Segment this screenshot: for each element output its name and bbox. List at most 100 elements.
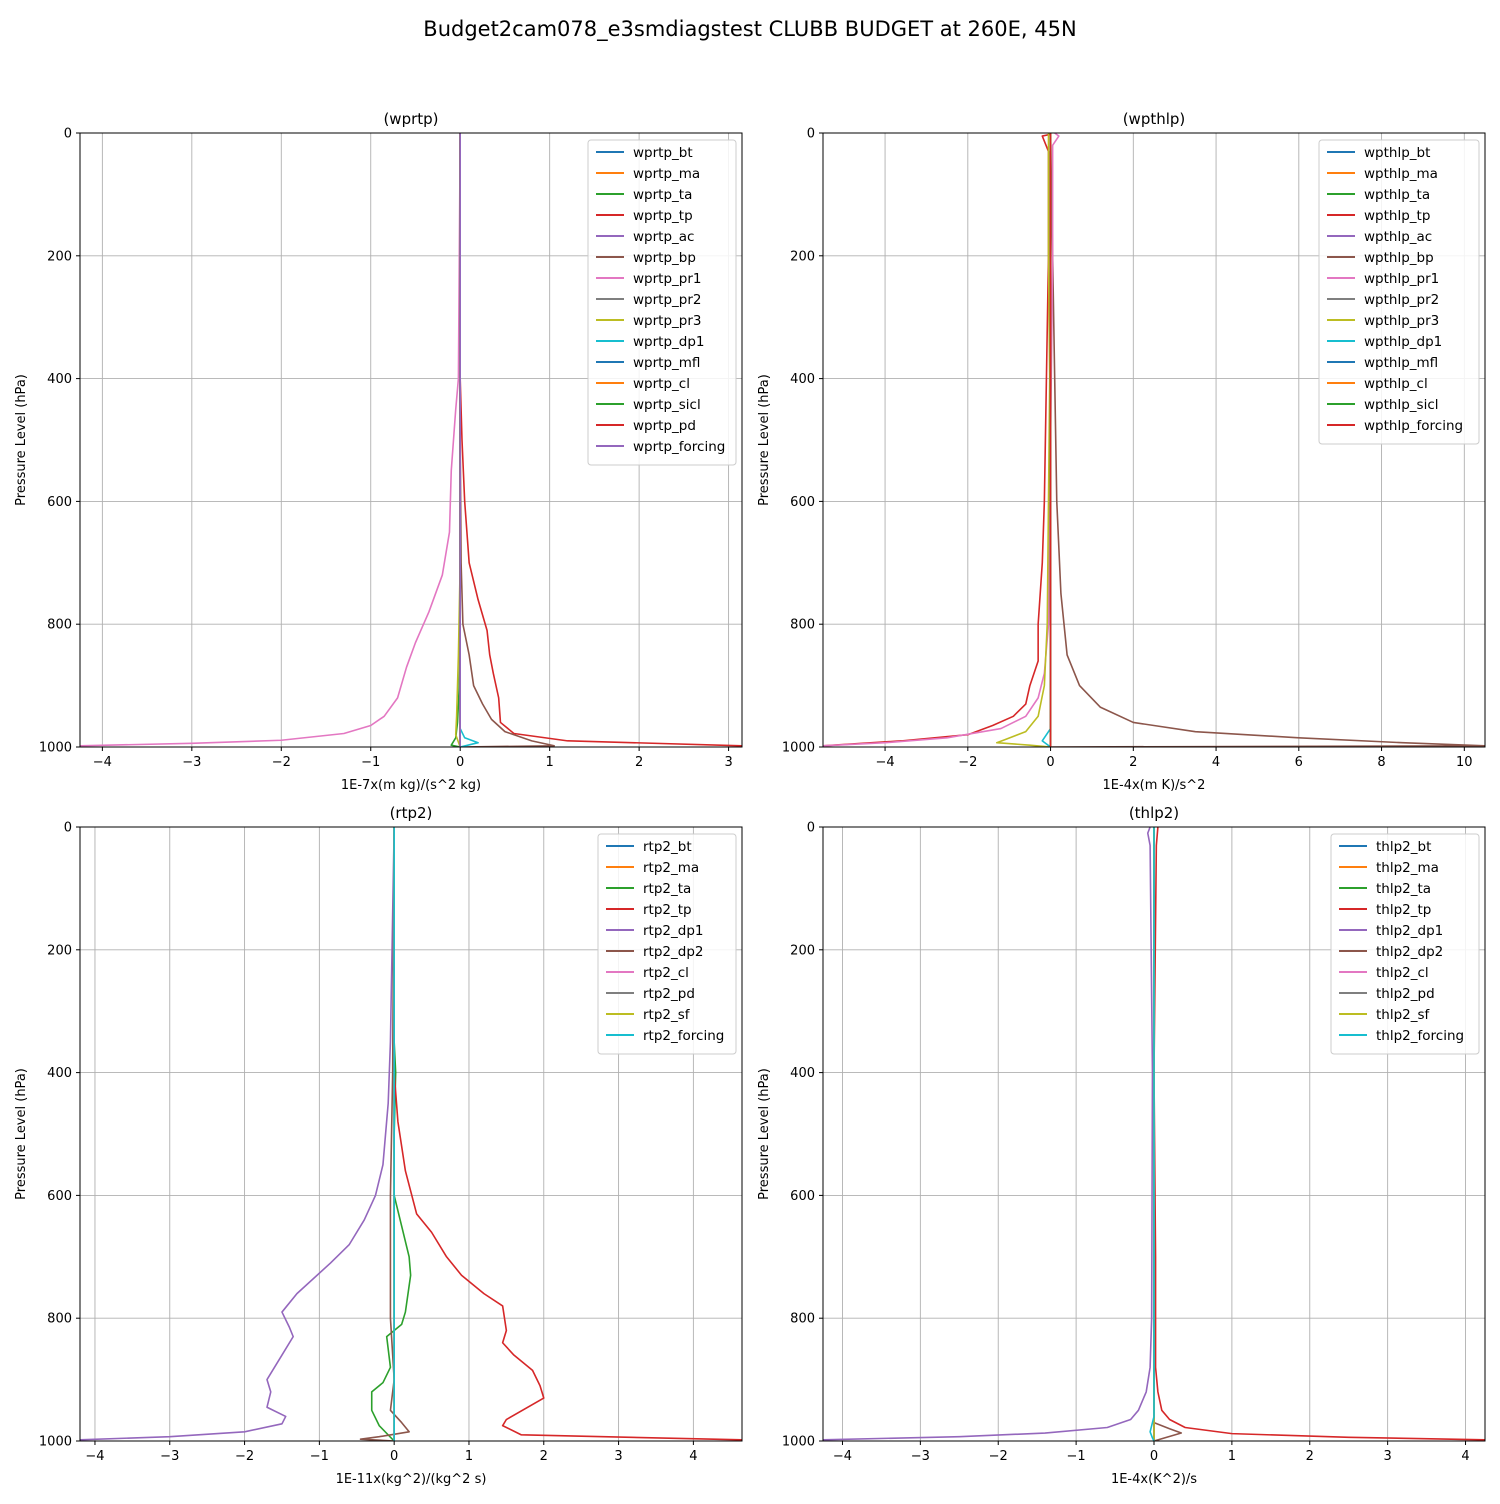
x-tick-label: 1 [1228,1449,1236,1464]
y-tick-label: 1000 [39,1435,72,1450]
legend-entry: wprtp_ta [633,187,692,203]
legend-box [1330,833,1480,1055]
series-group [80,827,742,1441]
legend-entry: thlp2_ma [1376,860,1439,876]
legend-entry: rtp2_tp [643,902,692,918]
chart-panel-3: −4 −3 −2 −1 0 1 2 3 4 0 200 400 600 800 1000 (thlp2) 1E-… [757,804,1486,1487]
x-tick-label: 4 [1461,1449,1469,1464]
legend-entry: rtp2_pd [643,986,695,1002]
x-tick-label: −3 [182,755,201,770]
x-tick-label: −4 [833,1449,852,1464]
legend-entry: wprtp_sicl [633,397,701,413]
y-tick-label: 0 [64,127,72,142]
x-tick-label: 8 [1377,755,1385,770]
legend-entry: rtp2_forcing [643,1028,724,1044]
x-axis-label: 1E-4x(K^2)/s [1111,1472,1197,1487]
legend-entry: thlp2_tp [1376,902,1431,918]
y-tick-label: 400 [790,1066,815,1081]
chart-title: (wpthlp) [1123,110,1186,128]
y-tick-label: 200 [47,249,72,264]
legend-entry: thlp2_ta [1376,881,1431,897]
legend-entry: thlp2_dp1 [1376,923,1443,939]
legend-entry: wpthlp_forcing [1364,418,1463,434]
x-tick-label: 10 [1456,755,1473,770]
y-tick-label: 0 [64,821,72,836]
y-tick-label: 800 [790,618,815,633]
legend-entry: wpthlp_pr2 [1364,292,1439,308]
x-tick-label: −4 [85,1449,104,1464]
x-tick-label: 1 [546,755,554,770]
x-axis-label: 1E-7x(m kg)/(s^2 kg) [341,778,481,793]
y-tick-label: 1000 [782,1435,815,1450]
legend-entry: wprtp_pd [633,418,696,434]
y-tick-label: 1000 [39,741,72,756]
y-tick-label: 600 [790,495,815,510]
legend-box [1318,139,1480,445]
legend-entry: rtp2_bt [643,839,692,855]
legend-entry: rtp2_cl [643,965,689,981]
x-tick-label: −2 [272,755,291,770]
x-tick-label: −1 [1067,1449,1086,1464]
y-tick-label: 600 [47,495,72,510]
legend-entry: wpthlp_cl [1364,376,1428,392]
legend-entry: wprtp_bt [633,145,693,161]
series-line-rtp2_dp1 [80,827,395,1441]
series-line-thlp2_forcing [1149,827,1155,1441]
legend-entry: wpthlp_pr3 [1364,313,1439,329]
y-axis-label: Pressure Level (hPa) [757,374,772,506]
y-tick-label: 0 [807,127,815,142]
x-tick-label: −1 [310,1449,329,1464]
legend-entry: wprtp_ac [633,229,694,245]
x-tick-label: 3 [724,755,732,770]
legend-entry: wpthlp_ma [1364,166,1438,182]
legend-entry: rtp2_sf [643,1007,691,1023]
legend-entry: thlp2_dp2 [1376,944,1443,960]
x-tick-label: 1 [465,1449,473,1464]
legend-entry: thlp2_cl [1376,965,1429,981]
figure-title: Budget2cam078_e3smdiagstest CLUBB BUDGET… [423,17,1076,42]
y-axis-label: Pressure Level (hPa) [757,1068,772,1200]
series-line-wprtp_pr1 [80,133,461,747]
y-tick-label: 0 [807,821,815,836]
axes-frame [79,826,743,1442]
y-tick-label: 1000 [782,741,815,756]
legend-entry: rtp2_dp2 [643,944,703,960]
y-tick-label: 200 [790,249,815,264]
legend-entry: thlp2_forcing [1376,1028,1464,1044]
y-tick-label: 400 [47,1066,72,1081]
chart-title: (wprtp) [383,110,438,128]
x-tick-label: 2 [1129,755,1137,770]
legend-entry: thlp2_sf [1376,1007,1431,1023]
chart-title: (thlp2) [1129,804,1179,822]
legend-entry: wpthlp_pr1 [1364,271,1439,287]
x-tick-label: 2 [635,755,643,770]
x-tick-label: −2 [235,1449,254,1464]
legend-entry: wprtp_pr3 [633,313,701,329]
legend-entry: wprtp_forcing [633,439,725,455]
legend-entry: rtp2_ta [643,881,691,897]
legend-entry: wprtp_tp [633,208,693,224]
x-tick-label: 0 [1150,1449,1158,1464]
legend-entry: wpthlp_ac [1364,229,1432,245]
legend-box [587,139,737,466]
legend-entry: rtp2_ma [643,860,699,876]
x-tick-label: −4 [93,755,112,770]
chart-panel-2: −4 −3 −2 −1 0 1 2 3 4 0 200 400 600 800 1000 (rtp2) 1E-1… [14,804,743,1487]
series-group [823,133,1485,747]
legend-entry: wprtp_dp1 [633,334,705,350]
y-tick-label: 400 [790,372,815,387]
x-tick-label: 4 [689,1449,697,1464]
x-axis-label: 1E-11x(kg^2)/(kg^2 s) [336,1472,487,1487]
legend-entry: wprtp_cl [633,376,690,392]
x-tick-label: −4 [875,755,894,770]
series-line-rtp2_dp2 [359,827,410,1441]
series-line-wpthlp_pr3 [995,133,1051,747]
legend-entry: rtp2_dp1 [643,923,703,939]
x-tick-label: −3 [160,1449,179,1464]
y-tick-label: 400 [47,372,72,387]
legend-entry: wprtp_bp [633,250,696,266]
y-tick-label: 200 [47,943,72,958]
series-line-thlp2_dp1 [823,827,1154,1441]
